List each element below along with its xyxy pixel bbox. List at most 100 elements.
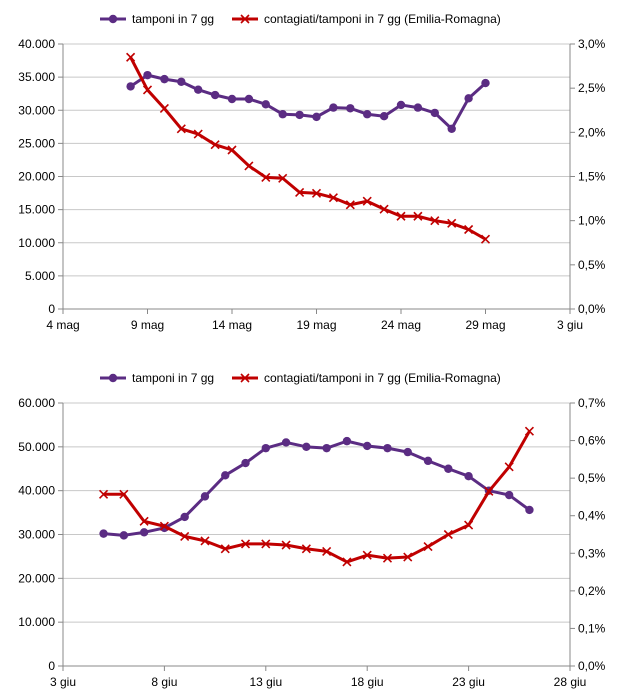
data-point-contagiati [362,550,372,560]
data-point-contagiati [244,161,254,171]
legend-tamponi-label: tamponi in 7 gg [132,12,214,26]
y-right-tick-label: 0,1% [578,621,606,635]
data-point-tamponi [261,443,270,453]
x-tick-label: 14 mag [212,318,252,332]
data-point-contagiati [447,218,457,228]
data-point-contagiati [200,536,210,546]
y-left-tick-label: 10.000 [18,615,55,629]
data-point-contagiati [261,172,271,182]
data-point-tamponi [200,492,210,501]
data-point-contagiati [159,521,169,531]
data-point-contagiati [328,193,338,203]
data-point-contagiati [278,173,288,183]
y-left-tick-label: 30.000 [18,528,55,542]
y-left-tick-label: 0 [48,302,55,316]
data-point-contagiati [119,489,129,499]
data-point-tamponi [444,464,453,473]
data-point-tamponi [447,124,456,133]
x-tick-label: 8 giu [151,675,177,689]
data-point-contagiati [240,539,251,549]
data-point-contagiati [443,529,453,540]
data-point-contagiati [379,204,389,214]
data-point-tamponi [295,110,304,120]
y-left-tick-label: 25.000 [18,136,55,150]
data-point-contagiati [311,188,322,198]
data-point-tamponi [504,490,514,500]
data-point-tamponi [99,529,108,538]
y-right-tick-label: 0,4% [578,509,606,523]
y-left-tick-label: 35.000 [18,70,55,84]
data-point-contagiati [301,544,311,554]
data-point-tamponi [322,443,331,453]
y-right-tick-label: 0,5% [578,258,606,272]
y-left-tick-label: 20.000 [18,571,55,585]
x-tick-label: 4 mag [46,318,79,332]
y-right-tick-label: 1,0% [578,214,606,228]
y-left-tick-label: 60.000 [18,396,55,410]
y-left-tick-label: 5.000 [25,269,55,283]
data-point-contagiati [413,211,423,221]
legend-contagiati-label: contagiati/tamponi in 7 gg (Emilia-Romag… [264,371,501,385]
data-point-tamponi [244,94,254,104]
data-point-tamponi [464,472,473,481]
data-point-contagiati [142,85,153,95]
data-point-tamponi [281,438,291,447]
data-point-contagiati [342,557,352,567]
data-point-tamponi [363,110,372,119]
data-point-tamponi [329,103,338,112]
legend-contagiati-label: contagiati/tamponi in 7 gg (Emilia-Romag… [264,12,501,26]
data-point-contagiati [524,426,535,436]
data-point-tamponi [430,108,439,118]
data-point-tamponi [194,85,203,94]
data-point-tamponi [139,528,149,537]
y-right-tick-label: 1,5% [578,170,606,184]
data-point-tamponi [143,70,152,80]
y-left-tick-label: 20.000 [18,170,55,184]
series-line-tamponi [103,439,531,537]
data-point-tamponi [423,456,433,466]
y-right-tick-label: 0,5% [578,471,606,485]
y-left-tick-label: 40.000 [18,484,55,498]
data-point-tamponi [241,458,250,468]
series-line-tamponi [129,73,487,131]
x-tick-label: 18 giu [351,675,384,689]
y-right-tick-label: 0,3% [578,546,606,560]
data-point-contagiati [430,216,440,226]
chart-tamponi-giugno: 0 10.000 20.000 30.000 40.000 50.000 60.000 0,0… [18,371,606,689]
data-point-tamponi [342,436,352,446]
legend-tamponi-label: tamponi in 7 gg [132,371,214,385]
data-point-contagiati [261,539,271,549]
x-tick-label: 9 mag [131,318,164,332]
data-point-contagiati [227,145,237,155]
data-point-tamponi [312,112,321,122]
data-point-tamponi [481,78,490,88]
data-point-tamponi [346,104,355,113]
data-point-tamponi [177,77,186,86]
data-point-tamponi [302,442,311,452]
data-point-tamponi [278,110,287,119]
data-point-contagiati [322,546,332,556]
x-tick-label: 13 giu [249,675,282,689]
data-point-contagiati [159,103,169,114]
series-line-contagiati [103,430,531,564]
data-point-contagiati [382,553,393,563]
x-tick-label: 28 giu [554,675,587,689]
data-point-contagiati [484,486,494,496]
data-point-tamponi [403,447,412,457]
data-point-tamponi [413,103,423,112]
legend-tamponi-marker [108,373,118,383]
data-point-tamponi [383,443,392,453]
y-right-tick-label: 2,5% [578,81,606,95]
x-tick-label: 19 mag [296,318,336,332]
y-right-tick-label: 0,6% [578,434,606,448]
data-point-contagiati [126,52,136,62]
y-right-tick-label: 0,7% [578,396,606,410]
data-point-contagiati [464,224,474,235]
data-point-contagiati [210,140,220,150]
data-point-tamponi [525,505,534,515]
y-left-tick-label: 15.000 [18,203,55,217]
data-point-contagiati [480,234,491,244]
data-point-contagiati [504,462,514,472]
data-point-contagiati [220,544,230,554]
data-point-contagiati [139,516,149,526]
